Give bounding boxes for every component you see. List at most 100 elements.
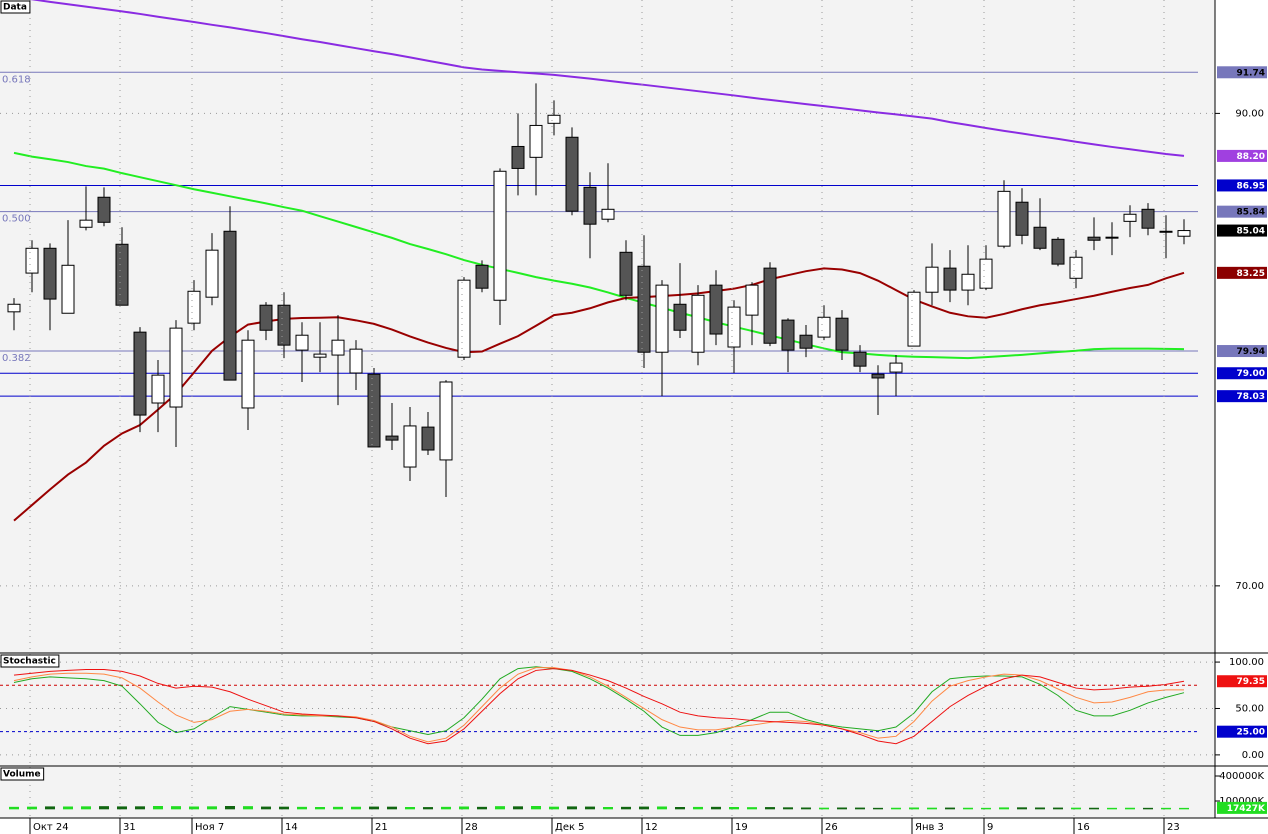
candle-body: [619, 251, 633, 296]
candle-body: [457, 279, 471, 358]
volume-bar: [765, 807, 775, 810]
volume-bar: [495, 806, 505, 810]
candle-body: [1051, 238, 1065, 265]
candle-body: [187, 290, 201, 324]
x-tick-label: 26: [825, 822, 838, 833]
volume-bar: [81, 806, 91, 810]
y-tick-label: 50.00: [1235, 703, 1264, 714]
candle-body: [259, 304, 273, 331]
candle-body: [709, 284, 723, 335]
candle-body: [601, 208, 615, 220]
candle-body: [439, 381, 453, 461]
x-tick-label: 19: [735, 822, 748, 833]
level-label-box: [1217, 205, 1267, 218]
volume-bar: [729, 807, 739, 810]
candle-body: [925, 266, 939, 293]
candle-body: [61, 264, 75, 314]
candle-body: [133, 331, 147, 416]
volume-bar: [531, 806, 541, 810]
level-label-box: [1217, 725, 1267, 738]
candle-body: [763, 267, 777, 344]
last-value-label: 85.04: [1237, 227, 1265, 237]
volume-bar: [747, 807, 757, 810]
y-tick-label: 90.00: [1235, 108, 1264, 119]
volume-bar: [909, 807, 919, 810]
x-tick-label: 21: [375, 822, 388, 833]
volume-bar: [459, 806, 469, 810]
candle-body: [493, 170, 507, 301]
candle-body: [223, 230, 237, 381]
last-value-label: 79.35: [1237, 677, 1265, 687]
level-label: 91.74: [1237, 68, 1265, 78]
candle-body: [781, 319, 795, 351]
candle-body: [349, 348, 363, 374]
volume-bar: [225, 806, 235, 810]
candle-body: [1159, 230, 1173, 233]
volume-bar: [801, 807, 811, 810]
last-value-label: 83.25: [1237, 269, 1265, 279]
level-label: 85.84: [1237, 208, 1265, 218]
level-label-box: [1217, 390, 1267, 403]
x-tick-label: 28: [465, 822, 478, 833]
volume-bar: [153, 806, 163, 810]
volume-bar: [981, 807, 991, 810]
y-tick-label: 100.00: [1229, 657, 1264, 668]
volume-bar: [585, 806, 595, 810]
candle-body: [943, 267, 957, 291]
volume-bar: [945, 807, 955, 810]
candle-body: [205, 249, 219, 298]
candle-body: [331, 339, 345, 356]
candle-body: [655, 284, 669, 353]
candle-body: [421, 426, 435, 451]
candle-body: [907, 291, 921, 347]
volume-bar: [1089, 807, 1099, 810]
x-tick-label: 14: [285, 822, 298, 833]
x-tick-label: 31: [123, 822, 136, 833]
volume-bar: [639, 806, 649, 810]
last-value-marker: [1217, 224, 1267, 237]
volume-bar: [783, 807, 793, 810]
volume-bar: [369, 806, 379, 810]
candle-body: [511, 145, 525, 169]
x-tick-label: Янв 3: [915, 822, 944, 833]
candle-body: [1033, 226, 1047, 249]
volume-bar: [243, 806, 253, 810]
candle-body: [1015, 201, 1029, 236]
candle-body: [43, 247, 57, 300]
panel-title: Volume: [3, 770, 41, 780]
volume-bar: [1071, 807, 1081, 810]
price-panel: [0, 0, 1215, 587]
volume-bar: [1017, 807, 1027, 810]
moving-average-line: [13, 151, 1185, 360]
last-value-marker: [1217, 801, 1267, 814]
last-value-label: 88.20: [1237, 152, 1265, 162]
level-label-box: [1217, 345, 1267, 358]
volume-bar: [117, 806, 127, 810]
candle-body: [367, 373, 381, 448]
candle-body: [529, 124, 543, 158]
y-tick-label: 100000K: [1219, 796, 1264, 807]
stochastic-panel: [0, 661, 1215, 756]
volume-bar: [711, 806, 721, 810]
candle-body: [727, 306, 741, 348]
candle-body: [277, 304, 291, 346]
volume-bar: [261, 806, 271, 810]
volume-bar: [171, 806, 181, 810]
candle-body: [871, 373, 885, 379]
volume-bar: [873, 807, 883, 810]
volume-bar: [1107, 807, 1117, 810]
x-tick-label: 9: [987, 822, 993, 833]
candle-body: [25, 247, 39, 274]
candle-body: [853, 351, 867, 367]
panel-title-box: [0, 767, 45, 781]
volume-bar: [693, 806, 703, 810]
panel-title-box: [0, 0, 31, 14]
candle-body: [115, 243, 129, 306]
volume-bar: [999, 807, 1009, 810]
x-tick-label: Дек 5: [555, 822, 585, 833]
fib-label: 0.618: [2, 74, 31, 85]
candle-body: [637, 265, 651, 353]
volume-bar: [387, 806, 397, 810]
